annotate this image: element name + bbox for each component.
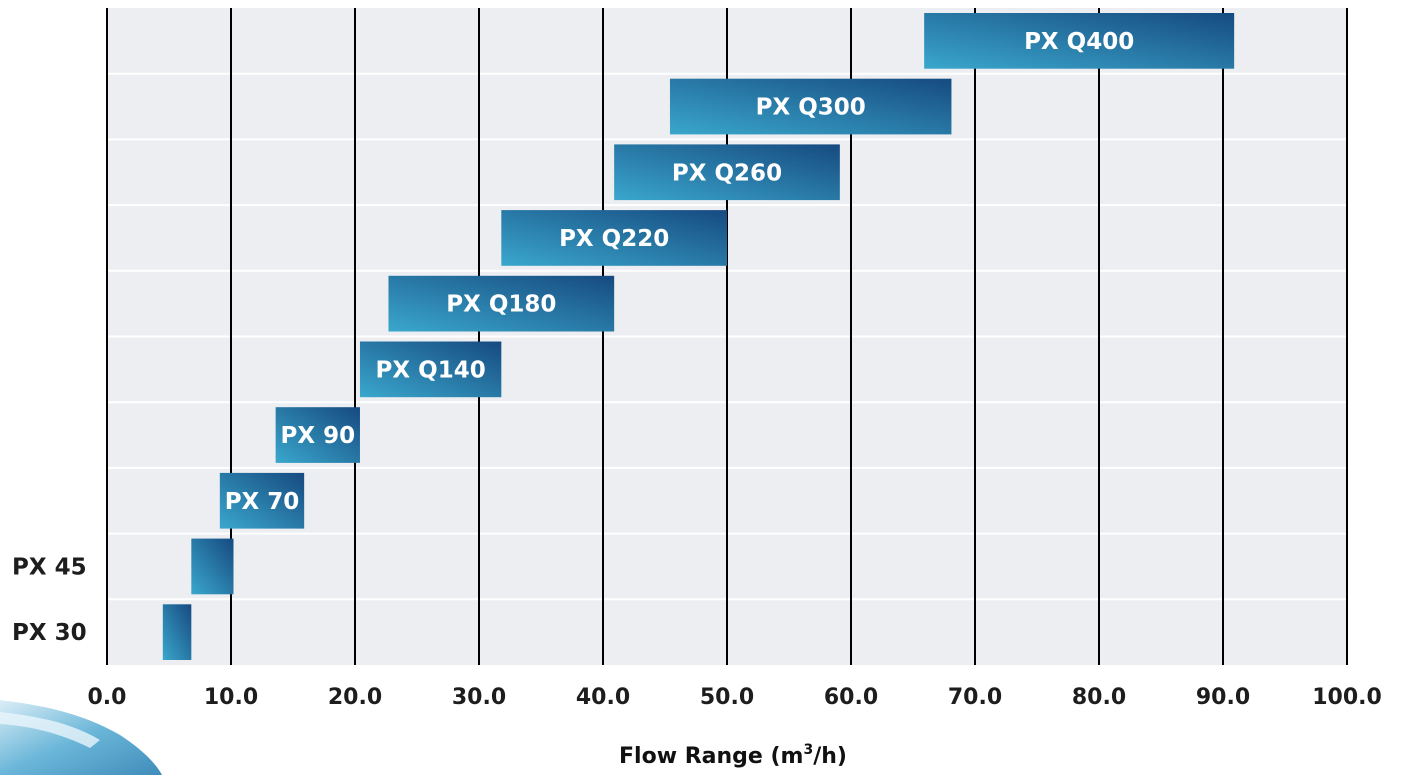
bar-label-px-q260: PX Q260 xyxy=(672,160,782,186)
bar-px-q400 xyxy=(924,13,1235,69)
bar-label-px-q220: PX Q220 xyxy=(559,226,669,252)
x-tick-label: 60.0 xyxy=(824,685,878,710)
x-tick-label: 100.0 xyxy=(1312,685,1382,710)
bar-label-px-30: PX 30 xyxy=(12,620,87,646)
water-splash-highlight xyxy=(0,712,100,748)
x-tick-label: 10.0 xyxy=(204,685,258,710)
bar-label-px-90: PX 90 xyxy=(280,423,355,449)
x-tick-label: 40.0 xyxy=(576,685,630,710)
x-tick-label: 30.0 xyxy=(452,685,506,710)
x-tick-label: 50.0 xyxy=(700,685,754,710)
x-tick-label: 0.0 xyxy=(88,685,127,710)
bar-px-30 xyxy=(162,604,192,660)
bar-label-px-q180: PX Q180 xyxy=(446,292,556,318)
x-axis-title: Flow Range (m3/h) xyxy=(619,742,847,769)
bar-px-70 xyxy=(219,472,305,529)
bar-label-px-q300: PX Q300 xyxy=(756,95,866,121)
bar-px-q300 xyxy=(669,78,952,135)
bars xyxy=(162,13,1235,660)
bar-label-px-q140: PX Q140 xyxy=(376,357,486,383)
x-tick-label: 90.0 xyxy=(1196,685,1250,710)
bar-label-px-45: PX 45 xyxy=(12,554,87,580)
bar-label-px-70: PX 70 xyxy=(225,489,300,515)
bar-label-px-q400: PX Q400 xyxy=(1024,29,1134,55)
x-tick-labels: 0.0 10.0 20.0 30.0 40.0 50.0 60.0 70.0 80.0 90.0 1… xyxy=(88,685,1382,710)
bar-px-q140 xyxy=(359,341,502,398)
x-tick-label: 20.0 xyxy=(328,685,382,710)
bar-px-90 xyxy=(275,407,360,463)
bar-labels: PX 30 PX 45 PX 70 PX 90 PX Q140 PX Q180 PX Q22… xyxy=(12,29,1134,646)
bar-px-q260 xyxy=(614,144,840,201)
bar-px-45 xyxy=(191,538,234,595)
x-tick-label: 80.0 xyxy=(1072,685,1126,710)
bar-px-q180 xyxy=(388,275,615,332)
bar-px-q220 xyxy=(501,210,727,266)
x-tick-label: 70.0 xyxy=(948,685,1002,710)
